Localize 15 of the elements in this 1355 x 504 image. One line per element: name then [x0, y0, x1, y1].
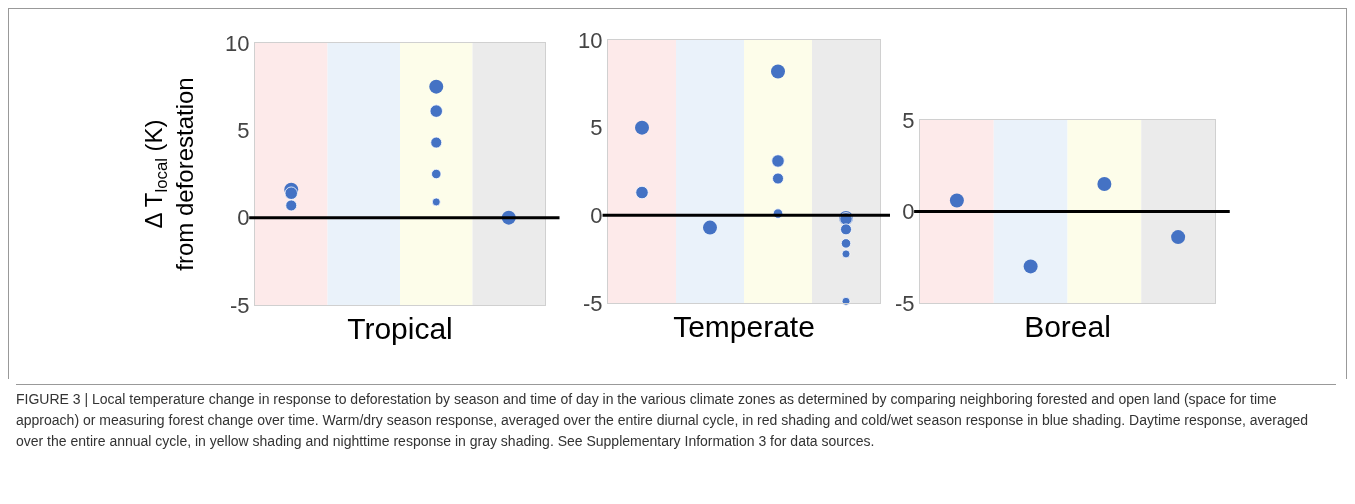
- y-tick-label: -5: [895, 290, 915, 316]
- y-tick-label: -5: [583, 290, 603, 316]
- y-tick-label: 10: [578, 27, 603, 53]
- x-axis-title: Tropical: [347, 311, 453, 345]
- y-tick-label: 10: [225, 30, 250, 56]
- x-axis-title: Boreal: [1024, 309, 1111, 343]
- y-tick-label: 0: [237, 205, 250, 231]
- y-tick-label: 5: [590, 115, 603, 141]
- x-axis-title: Temperate: [673, 309, 815, 343]
- y-tick-label: 0: [902, 199, 915, 225]
- caption: FIGURE 3 | Local temperature change in response to deforestation by season and time of day in the various climate zones as determined by comparing neighboring forested and open land (space for time approach) or measuring forest change over time. Warm/dry season response, averaged over the entire diurnal cycle, in red shading and cold/wet season response in blue shading. Daytime response, averaged over the entire annual cycle, in yellow shading and nighttime response in gray shading. See Supplementary Information 3 for data sources.: [16, 384, 1336, 452]
- y-tick-label: -5: [230, 292, 250, 318]
- y-tick-label: 5: [902, 107, 915, 133]
- y-tick-label: 5: [237, 118, 250, 144]
- y-tick-label: 0: [590, 203, 603, 229]
